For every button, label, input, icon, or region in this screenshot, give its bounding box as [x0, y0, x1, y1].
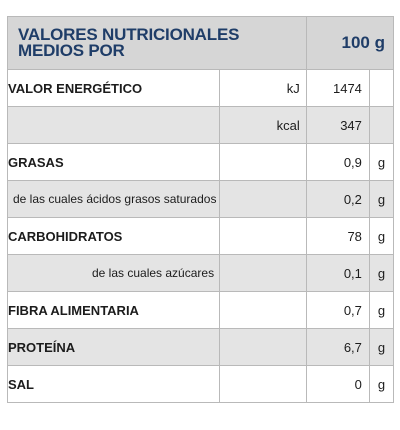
row-label: PROTEÍNA [7, 328, 220, 366]
row-unit2 [368, 69, 395, 107]
row-unit2: g [368, 180, 395, 218]
row-value: 0 [305, 365, 370, 403]
row-label: VALOR ENERGÉTICO [7, 69, 220, 107]
table-row: GRASAS 0,9 g [7, 143, 395, 181]
row-unit [218, 143, 307, 181]
table-row: FIBRA ALIMENTARIA 0,7 g [7, 291, 395, 329]
row-unit2: g [368, 365, 395, 403]
row-value: 78 [305, 217, 370, 255]
row-unit2: g [368, 217, 395, 255]
table-row: SAL 0 g [7, 365, 395, 403]
row-unit [218, 217, 307, 255]
row-unit [218, 291, 307, 329]
row-unit [218, 180, 307, 218]
table-row: VALOR ENERGÉTICO kJ 1474 [7, 69, 395, 107]
table-row: de las cuales azúcares 0,1 g [7, 254, 395, 292]
table-header-row: VALORES NUTRICIONALES MEDIOS POR 100 g [7, 16, 395, 70]
row-unit2 [368, 106, 395, 144]
row-value: 0,9 [305, 143, 370, 181]
nutrition-table: VALORES NUTRICIONALES MEDIOS POR 100 g V… [7, 16, 395, 403]
row-unit2: g [368, 143, 395, 181]
table-row: PROTEÍNA 6,7 g [7, 328, 395, 366]
table-row: kcal 347 [7, 106, 395, 144]
table-row: de las cuales ácidos grasos saturados 0,… [7, 180, 395, 218]
row-value: 0,1 [305, 254, 370, 292]
row-unit [218, 328, 307, 366]
row-value: 0,2 [305, 180, 370, 218]
row-value: 1474 [305, 69, 370, 107]
row-value: 6,7 [305, 328, 370, 366]
row-unit2: g [368, 254, 395, 292]
row-value: 0,7 [305, 291, 370, 329]
row-unit [218, 365, 307, 403]
row-label: FIBRA ALIMENTARIA [7, 291, 220, 329]
row-label: de las cuales azúcares [7, 254, 220, 292]
table-row: CARBOHIDRATOS 78 g [7, 217, 395, 255]
row-unit2: g [368, 291, 395, 329]
per-quantity: 100 g [305, 16, 395, 70]
row-unit: kcal [218, 106, 307, 144]
row-unit: kJ [218, 69, 307, 107]
row-label: GRASAS [7, 143, 220, 181]
row-label: CARBOHIDRATOS [7, 217, 220, 255]
row-label: de las cuales ácidos grasos saturados [7, 180, 220, 218]
table-title: VALORES NUTRICIONALES MEDIOS POR [7, 16, 307, 70]
row-label: SAL [7, 365, 220, 403]
row-unit2: g [368, 328, 395, 366]
row-value: 347 [305, 106, 370, 144]
row-unit [218, 254, 307, 292]
row-label [7, 106, 220, 144]
